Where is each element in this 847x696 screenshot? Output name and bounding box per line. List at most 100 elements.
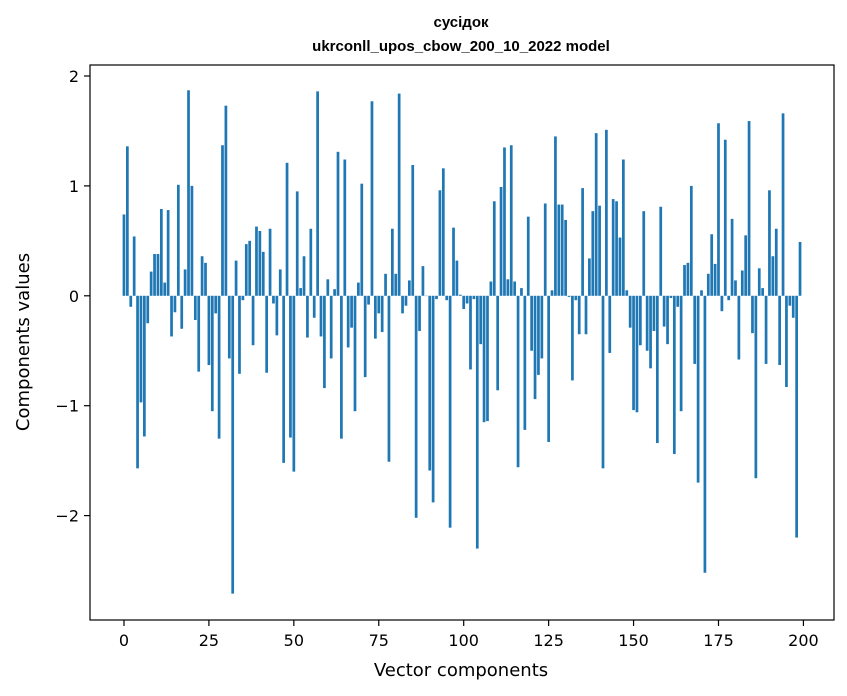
- y-tick-label-3: 1: [69, 177, 79, 196]
- y-tick-label-0: −2: [55, 507, 79, 526]
- bar-64: [340, 295, 343, 439]
- bar-140: [598, 205, 601, 296]
- bar-15: [173, 295, 177, 313]
- bar-196: [788, 295, 792, 306]
- bar-40: [258, 230, 262, 296]
- bar-163: [676, 295, 680, 307]
- bar-55: [309, 228, 313, 296]
- bar-139: [594, 133, 598, 296]
- bar-9: [153, 254, 156, 296]
- bar-193: [778, 295, 781, 366]
- bar-74: [374, 295, 377, 339]
- bar-107: [486, 295, 489, 422]
- bar-108: [489, 281, 493, 296]
- bar-47: [282, 295, 285, 463]
- x-axis: 0 25 50 75 100 125 150 175 200: [119, 620, 819, 650]
- bar-26: [210, 295, 214, 412]
- bar-172: [706, 273, 710, 296]
- bar-180: [734, 280, 737, 296]
- bar-122: [537, 295, 540, 375]
- bar-92: [435, 295, 438, 300]
- bar-135: [581, 188, 584, 296]
- bar-105: [479, 295, 483, 345]
- bar-194: [781, 113, 785, 296]
- bar-169: [696, 295, 700, 483]
- bar-186: [754, 295, 758, 479]
- bar-192: [774, 228, 778, 296]
- bar-21: [193, 295, 197, 320]
- bar-141: [601, 295, 605, 469]
- bar-98: [455, 260, 459, 296]
- bar-17: [180, 295, 184, 329]
- bar-13: [166, 210, 170, 296]
- y-tick-label-2: 0: [69, 287, 79, 306]
- bar-52: [299, 288, 302, 296]
- bar-45: [275, 295, 279, 336]
- bar-113: [506, 279, 510, 296]
- bar-59: [323, 295, 326, 389]
- bar-82: [401, 295, 404, 314]
- bar-136: [584, 295, 588, 335]
- bar-50: [292, 295, 296, 472]
- bar-37: [248, 240, 252, 296]
- bar-62: [333, 289, 336, 296]
- bar-5: [139, 295, 143, 403]
- bar-138: [591, 211, 595, 296]
- bar-156: [652, 295, 656, 331]
- bar-112: [503, 147, 506, 296]
- bar-8: [149, 271, 153, 296]
- bar-72: [367, 295, 370, 305]
- bar-152: [639, 295, 642, 346]
- bar-85: [411, 165, 415, 296]
- bar-150: [632, 295, 635, 411]
- bar-161: [669, 295, 673, 298]
- bar-198: [795, 295, 798, 538]
- bar-1: [126, 146, 129, 296]
- bar-97: [452, 227, 455, 296]
- chart-title: сусідок: [433, 14, 489, 31]
- bar-106: [482, 295, 486, 423]
- bar-179: [730, 218, 734, 296]
- bar-53: [302, 256, 306, 296]
- bar-14: [170, 295, 173, 337]
- bar-185: [751, 295, 754, 334]
- bar-54: [306, 295, 309, 338]
- bar-31: [227, 295, 231, 359]
- bar-111: [499, 186, 503, 296]
- bar-86: [414, 295, 418, 518]
- bar-174: [713, 263, 717, 296]
- bar-87: [418, 295, 421, 331]
- bar-181: [737, 295, 741, 360]
- bars-group: [122, 90, 802, 594]
- x-tick-label-7: 175: [703, 631, 734, 650]
- bar-60: [326, 279, 330, 296]
- bar-34: [238, 295, 241, 374]
- bar-70: [360, 183, 364, 296]
- bar-125: [547, 295, 550, 442]
- bar-110: [496, 295, 500, 391]
- bar-81: [397, 93, 401, 296]
- bar-167: [689, 185, 693, 296]
- x-tick-label-2: 50: [284, 631, 304, 650]
- bar-69: [357, 282, 360, 296]
- bar-2: [129, 295, 133, 307]
- chart-subtitle: ukrconll_upos_cbow_200_10_2022 model: [312, 38, 610, 55]
- bar-96: [448, 295, 452, 528]
- bar-94: [441, 168, 445, 296]
- bar-173: [710, 234, 714, 296]
- bar-41: [261, 251, 265, 296]
- bar-61: [329, 295, 333, 359]
- bar-46: [278, 269, 282, 296]
- bar-168: [693, 295, 697, 364]
- bar-183: [744, 235, 748, 296]
- bar-23: [200, 256, 204, 296]
- bar-58: [319, 295, 323, 337]
- bar-83: [404, 295, 408, 306]
- bar-30: [224, 105, 228, 296]
- bar-119: [526, 216, 530, 296]
- bar-157: [655, 295, 659, 444]
- bar-65: [343, 159, 347, 296]
- chart-title-group: сусідок ukrconll_upos_cbow_200_10_2022 m…: [312, 14, 610, 55]
- bar-51: [295, 191, 299, 296]
- bar-48: [285, 162, 289, 296]
